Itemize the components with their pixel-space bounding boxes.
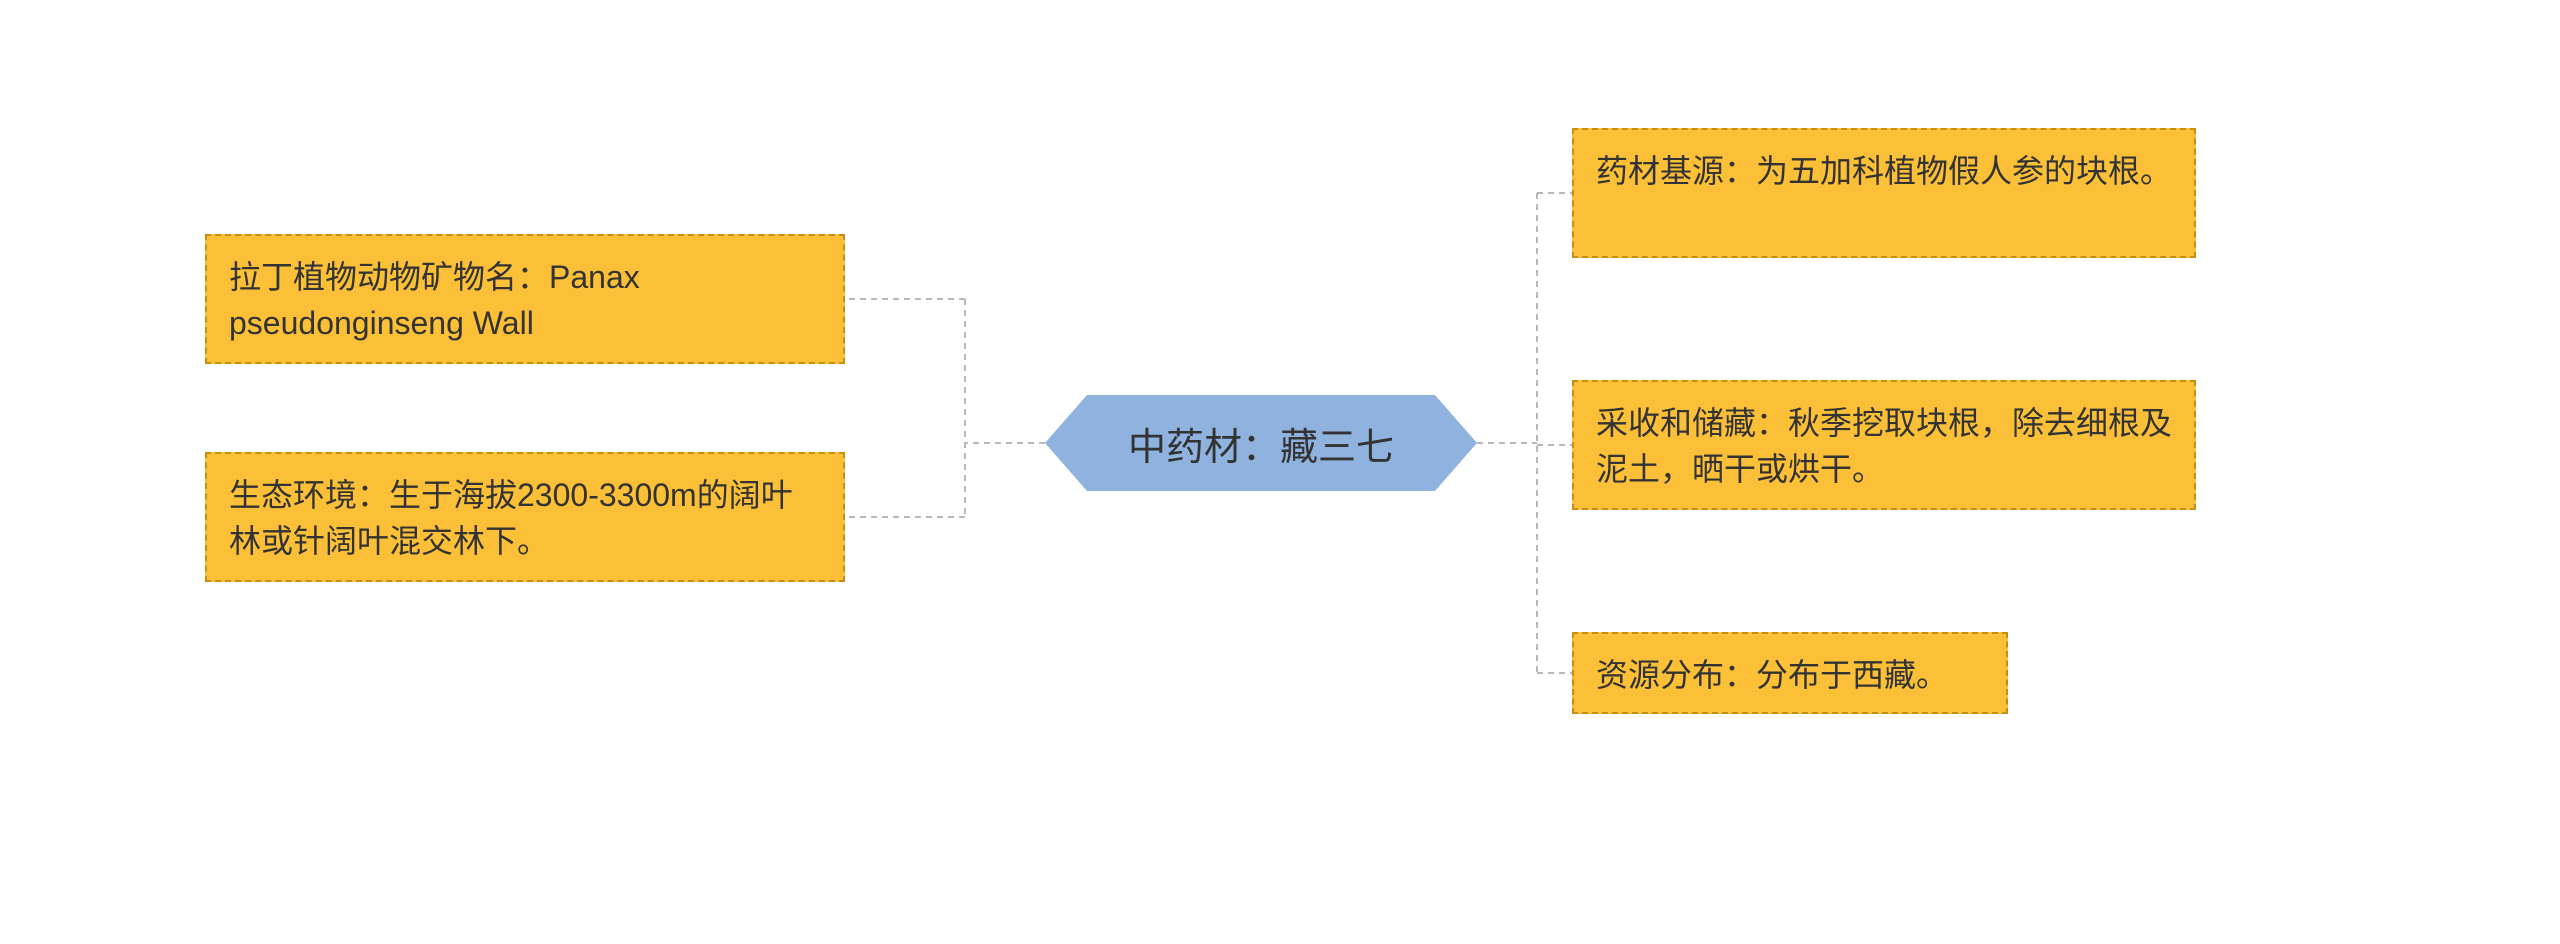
node-text: 药材基源：为五加科植物假人参的块根。 — [1596, 153, 2172, 189]
right-node-distribution: 资源分布：分布于西藏。 — [1572, 632, 2008, 714]
center-node: 中药材：藏三七 — [1045, 395, 1477, 491]
left-node-habitat: 生态环境：生于海拔2300-3300m的阔叶林或针阔叶混交林下。 — [205, 452, 845, 582]
right-node-harvest: 采收和储藏：秋季挖取块根，除去细根及泥土，晒干或烘干。 — [1572, 380, 2196, 510]
center-node-label: 中药材：藏三七 — [1128, 416, 1394, 471]
node-text: 生态环境：生于海拔2300-3300m的阔叶林或针阔叶混交林下。 — [229, 477, 793, 559]
right-node-source: 药材基源：为五加科植物假人参的块根。 — [1572, 128, 2196, 258]
left-node-latin-name: 拉丁植物动物矿物名：Panax pseudonginseng Wall — [205, 234, 845, 364]
node-text: 资源分布：分布于西藏。 — [1596, 657, 1948, 693]
node-text: 拉丁植物动物矿物名：Panax pseudonginseng Wall — [229, 259, 640, 341]
node-text: 采收和储藏：秋季挖取块根，除去细根及泥土，晒干或烘干。 — [1596, 405, 2172, 487]
